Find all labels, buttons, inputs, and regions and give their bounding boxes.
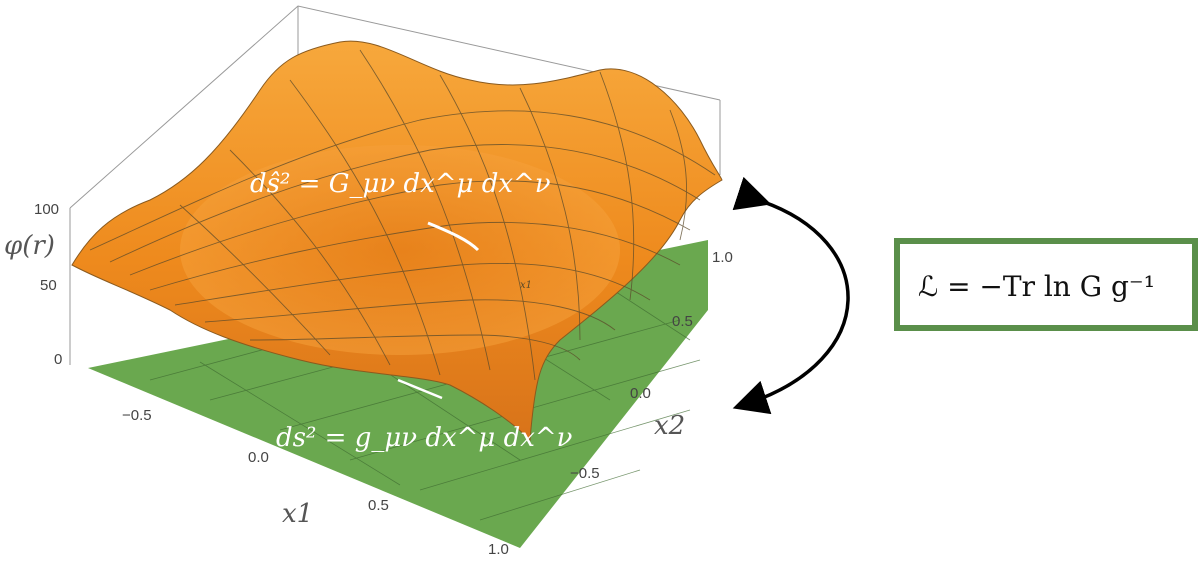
z-tick: 0 (54, 351, 62, 368)
small-surface-label: x1 (520, 280, 532, 291)
x1-axis-label: x1 (282, 499, 313, 529)
lower-metric-segment (397, 378, 443, 400)
lower-metric-equation: ds² = g_μν dx^μ dx^ν (276, 423, 573, 453)
x1-tick: −0.5 (122, 407, 152, 424)
z-axis-ticks: 100 50 0 (34, 201, 62, 368)
x1-tick: 1.0 (488, 541, 509, 558)
upper-metric-segment (427, 221, 480, 252)
z-tick: 100 (34, 201, 59, 218)
x2-tick: 0.0 (630, 385, 651, 402)
z-axis-label: φ(r) (4, 231, 55, 261)
surface-mesh (89, 49, 716, 381)
x2-tick: −0.5 (570, 465, 600, 482)
x1-tick: 0.5 (368, 497, 389, 514)
double-arrow (732, 176, 850, 415)
x1-axis-ticks: −0.5 0.0 0.5 1.0 (122, 407, 509, 558)
x2-tick: 1.0 (712, 249, 733, 266)
x1-tick: 0.0 (248, 449, 269, 466)
x2-axis-ticks: 1.0 0.5 0.0 −0.5 (570, 249, 733, 482)
surface-bowl (180, 145, 620, 355)
upper-metric-equation: dŝ² = G_μν dx^μ dx^ν (250, 169, 551, 199)
x2-axis-label: x2 (654, 411, 685, 441)
x2-tick: 0.5 (672, 313, 693, 330)
lagrangian-equation: ℒ = −Tr ln G g⁻¹ (918, 270, 1155, 303)
lagrangian-box (894, 238, 1198, 331)
z-tick: 50 (40, 277, 57, 294)
